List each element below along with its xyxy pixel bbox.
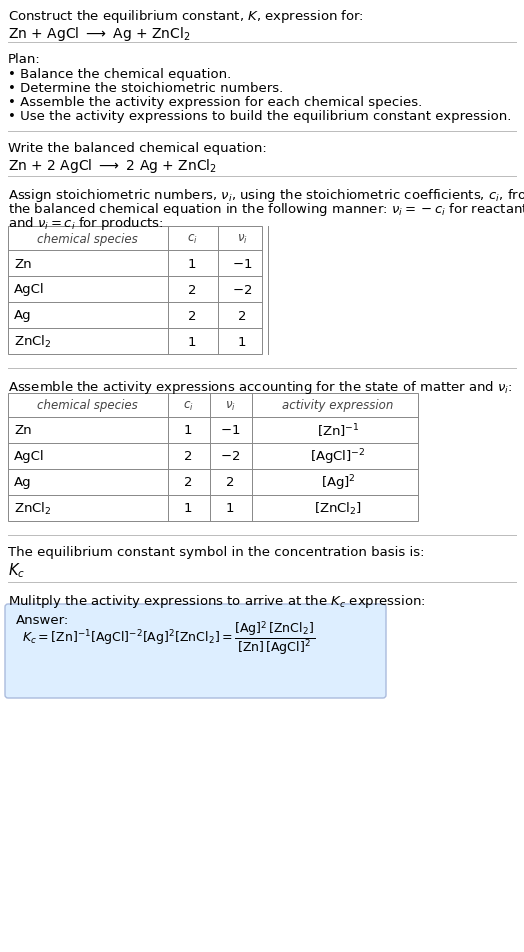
Text: 2: 2 (188, 309, 196, 322)
Text: Assign stoichiometric numbers, $\nu_i$, using the stoichiometric coefficients, $: Assign stoichiometric numbers, $\nu_i$, … (8, 187, 524, 204)
Text: 2: 2 (184, 476, 192, 489)
Text: 1: 1 (188, 335, 196, 348)
Text: Plan:: Plan: (8, 53, 41, 66)
Text: 2: 2 (184, 450, 192, 463)
Text: • Balance the chemical equation.: • Balance the chemical equation. (8, 68, 231, 81)
Text: Ag: Ag (14, 476, 31, 489)
Text: [Zn]$^{-1}$: [Zn]$^{-1}$ (316, 422, 359, 439)
Text: • Assemble the activity expression for each chemical species.: • Assemble the activity expression for e… (8, 96, 422, 109)
Text: Write the balanced chemical equation:: Write the balanced chemical equation: (8, 142, 267, 155)
Text: Assemble the activity expressions accounting for the state of matter and $\nu_i$: Assemble the activity expressions accoun… (8, 379, 512, 396)
Text: Zn + 2 AgCl $\longrightarrow$ 2 Ag + ZnCl$_2$: Zn + 2 AgCl $\longrightarrow$ 2 Ag + ZnC… (8, 157, 217, 175)
Text: Construct the equilibrium constant, $K$, expression for:: Construct the equilibrium constant, $K$,… (8, 8, 364, 25)
Bar (8, 227, 262, 355)
Text: the balanced chemical equation in the following manner: $\nu_i = -c_i$ for react: the balanced chemical equation in the fo… (8, 201, 524, 218)
Text: chemical species: chemical species (37, 232, 137, 246)
Text: 2: 2 (226, 476, 234, 489)
Bar (8, 393, 418, 522)
Text: $K_c$: $K_c$ (8, 561, 25, 579)
Text: 1: 1 (226, 502, 234, 515)
Text: 2: 2 (238, 309, 246, 322)
Text: ZnCl$_2$: ZnCl$_2$ (14, 501, 51, 517)
Text: 1: 1 (184, 502, 192, 515)
Text: $-1$: $-1$ (232, 257, 252, 270)
Text: AgCl: AgCl (14, 283, 45, 296)
Text: activity expression: activity expression (282, 399, 394, 412)
Text: 1: 1 (238, 335, 246, 348)
Text: • Determine the stoichiometric numbers.: • Determine the stoichiometric numbers. (8, 82, 283, 95)
Text: Ag: Ag (14, 309, 31, 322)
Text: Zn + AgCl $\longrightarrow$ Ag + ZnCl$_2$: Zn + AgCl $\longrightarrow$ Ag + ZnCl$_2… (8, 25, 191, 43)
Text: 1: 1 (188, 257, 196, 270)
Text: and $\nu_i = c_i$ for products:: and $\nu_i = c_i$ for products: (8, 215, 163, 231)
Text: $-1$: $-1$ (220, 424, 240, 437)
Text: $\nu_i$: $\nu_i$ (225, 399, 235, 412)
Text: The equilibrium constant symbol in the concentration basis is:: The equilibrium constant symbol in the c… (8, 545, 424, 559)
Text: 2: 2 (188, 283, 196, 296)
Text: AgCl: AgCl (14, 450, 45, 463)
Text: chemical species: chemical species (37, 399, 137, 412)
Text: Zn: Zn (14, 257, 31, 270)
Text: Zn: Zn (14, 424, 31, 437)
Text: • Use the activity expressions to build the equilibrium constant expression.: • Use the activity expressions to build … (8, 109, 511, 123)
Text: [Ag]$^2$: [Ag]$^2$ (321, 473, 355, 492)
Text: $-2$: $-2$ (220, 450, 240, 463)
Text: [AgCl]$^{-2}$: [AgCl]$^{-2}$ (310, 446, 366, 466)
Text: [ZnCl$_2$]: [ZnCl$_2$] (314, 501, 362, 517)
Text: ZnCl$_2$: ZnCl$_2$ (14, 333, 51, 349)
Text: $-2$: $-2$ (232, 283, 252, 296)
Text: 1: 1 (184, 424, 192, 437)
Text: $\nu_i$: $\nu_i$ (237, 232, 247, 246)
Text: Answer:: Answer: (16, 613, 69, 626)
Text: $c_i$: $c_i$ (187, 232, 198, 246)
FancyBboxPatch shape (5, 605, 386, 698)
Text: $c_i$: $c_i$ (183, 399, 193, 412)
Text: Mulitply the activity expressions to arrive at the $K_c$ expression:: Mulitply the activity expressions to arr… (8, 592, 426, 609)
Text: $K_c = [\mathrm{Zn}]^{-1}[\mathrm{AgCl}]^{-2}[\mathrm{Ag}]^2[\mathrm{ZnCl_2}] = : $K_c = [\mathrm{Zn}]^{-1}[\mathrm{AgCl}]… (22, 619, 315, 656)
